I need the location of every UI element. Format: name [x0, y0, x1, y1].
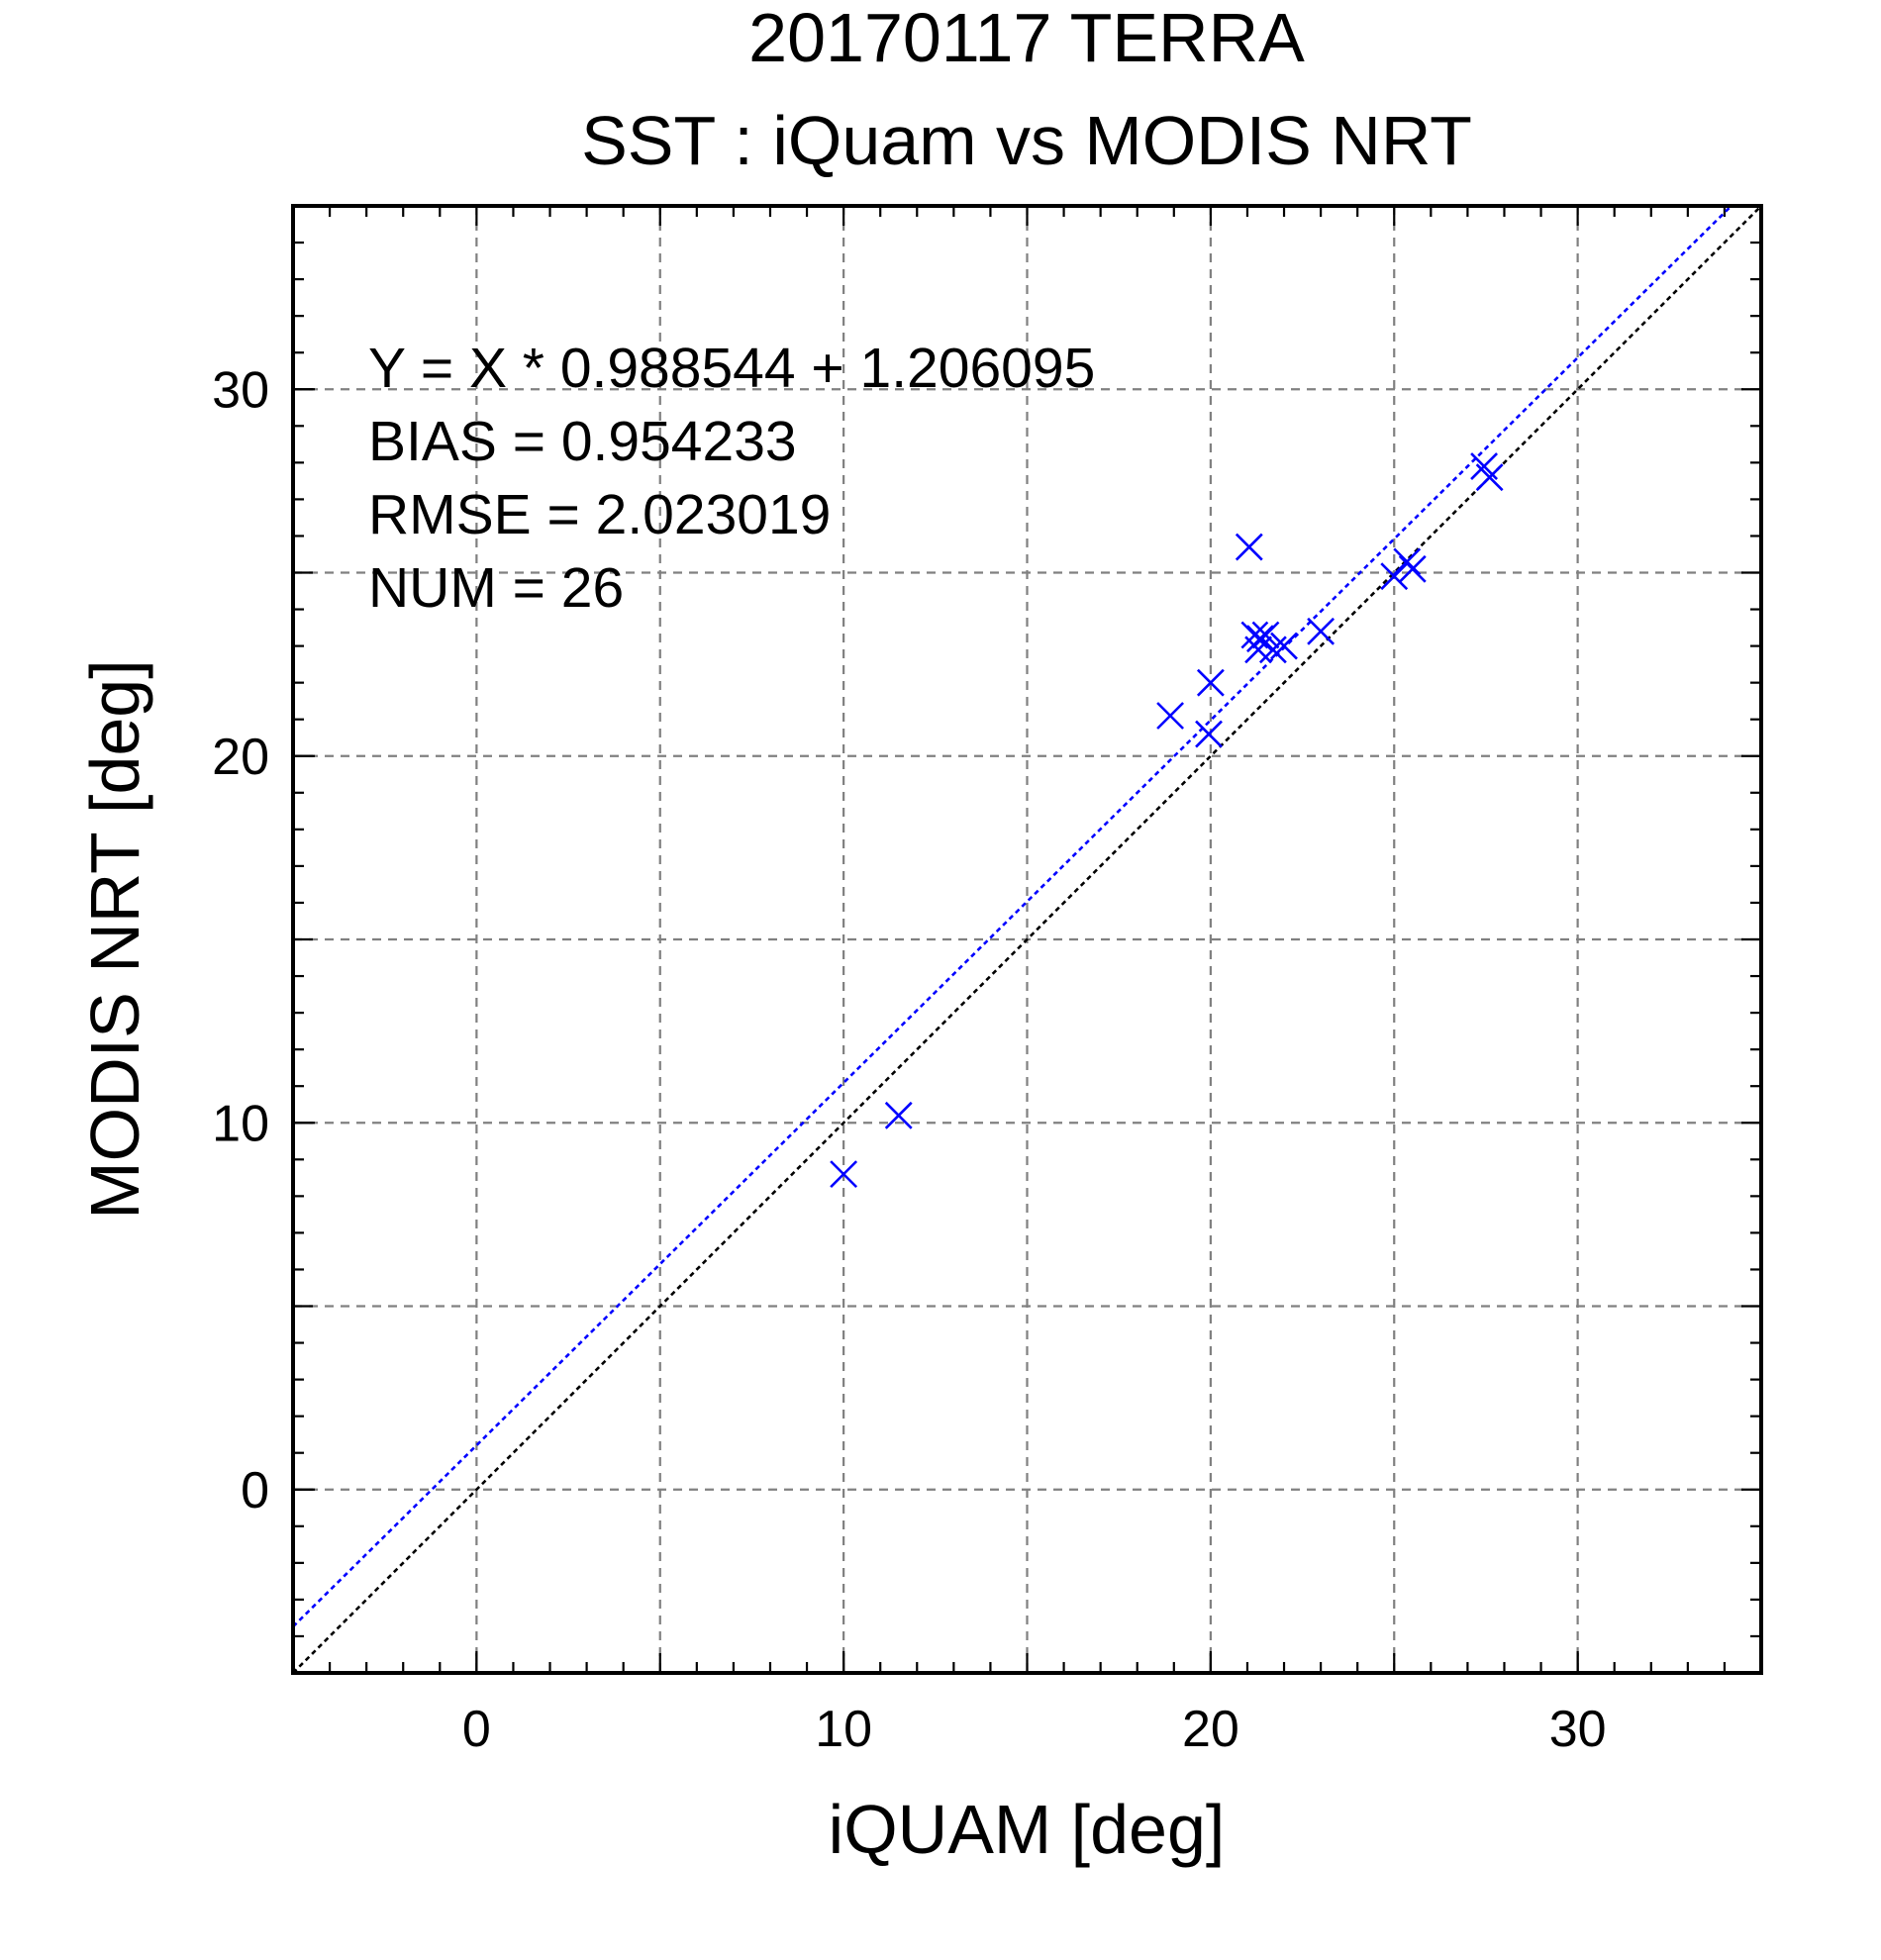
chart-title: 20170117 TERRA	[748, 0, 1305, 76]
data-point	[1196, 668, 1225, 697]
y-tick-label: 30	[212, 361, 269, 419]
data-point	[1398, 554, 1427, 583]
x-tick-label: 0	[462, 1701, 491, 1758]
marker-stroke	[830, 1160, 858, 1189]
marker-stroke	[1251, 621, 1280, 649]
data-point	[1393, 547, 1422, 576]
marker-stroke	[1307, 617, 1336, 645]
data-point	[1251, 621, 1280, 649]
y-tick-label: 10	[212, 1095, 269, 1152]
data-point	[1244, 636, 1272, 664]
plot-frame	[291, 204, 1763, 1675]
marker-stroke	[1246, 625, 1274, 653]
x-axis-label: iQUAM [deg]	[829, 1791, 1226, 1868]
marker-stroke	[1470, 452, 1499, 480]
x-tick-labels: 0 10 20 30	[462, 1701, 1607, 1758]
data-point	[884, 1101, 913, 1129]
major-ticks	[293, 388, 1579, 1673]
data-point	[1307, 617, 1336, 645]
stats-rmse: RMSE = 2.023019	[368, 483, 831, 546]
marker-stroke	[1156, 702, 1185, 730]
marker-stroke	[1380, 562, 1409, 591]
marker-stroke	[1195, 720, 1223, 748]
data-points	[830, 452, 1504, 1189]
reference-lines	[293, 206, 1761, 1673]
data-point	[830, 1160, 858, 1189]
marker-stroke	[884, 1101, 913, 1129]
data-point	[1156, 702, 1185, 730]
x-tick-label: 30	[1549, 1701, 1607, 1758]
marker-stroke	[1258, 636, 1287, 664]
data-point	[1380, 562, 1409, 591]
x-tick-label: 20	[1182, 1701, 1239, 1758]
data-point	[1246, 625, 1274, 653]
stats-box: Y = X * 0.988544 + 1.206095 BIAS = 0.954…	[368, 337, 1095, 620]
y-tick-label: 0	[241, 1462, 269, 1519]
marker-stroke	[1196, 668, 1225, 697]
data-point	[1270, 632, 1298, 660]
data-point	[1235, 533, 1263, 561]
marker-stroke	[1475, 463, 1504, 492]
grid-lines	[293, 206, 1761, 1673]
data-point	[1475, 463, 1504, 492]
y-tick-label: 20	[212, 729, 269, 786]
stats-regression: Y = X * 0.988544 + 1.206095	[368, 337, 1095, 400]
fit-line	[293, 206, 1733, 1628]
x-tick-label: 10	[815, 1701, 872, 1758]
marker-stroke	[1393, 547, 1422, 576]
marker-stroke	[1244, 636, 1272, 664]
data-point	[1195, 720, 1223, 748]
marker-stroke	[1240, 621, 1269, 649]
marker-stroke	[1398, 554, 1427, 583]
stats-bias: BIAS = 0.954233	[368, 410, 797, 473]
y-axis-label: MODIS NRT [deg]	[76, 659, 153, 1219]
marker-stroke	[1270, 632, 1298, 660]
stats-num: NUM = 26	[368, 556, 624, 620]
chart-subtitle: SST : iQuam vs MODIS NRT	[581, 102, 1472, 179]
marker-stroke	[1235, 533, 1263, 561]
y-tick-labels: 0 10 20 30	[212, 361, 269, 1519]
data-point	[1258, 636, 1287, 664]
identity-line	[293, 206, 1761, 1673]
